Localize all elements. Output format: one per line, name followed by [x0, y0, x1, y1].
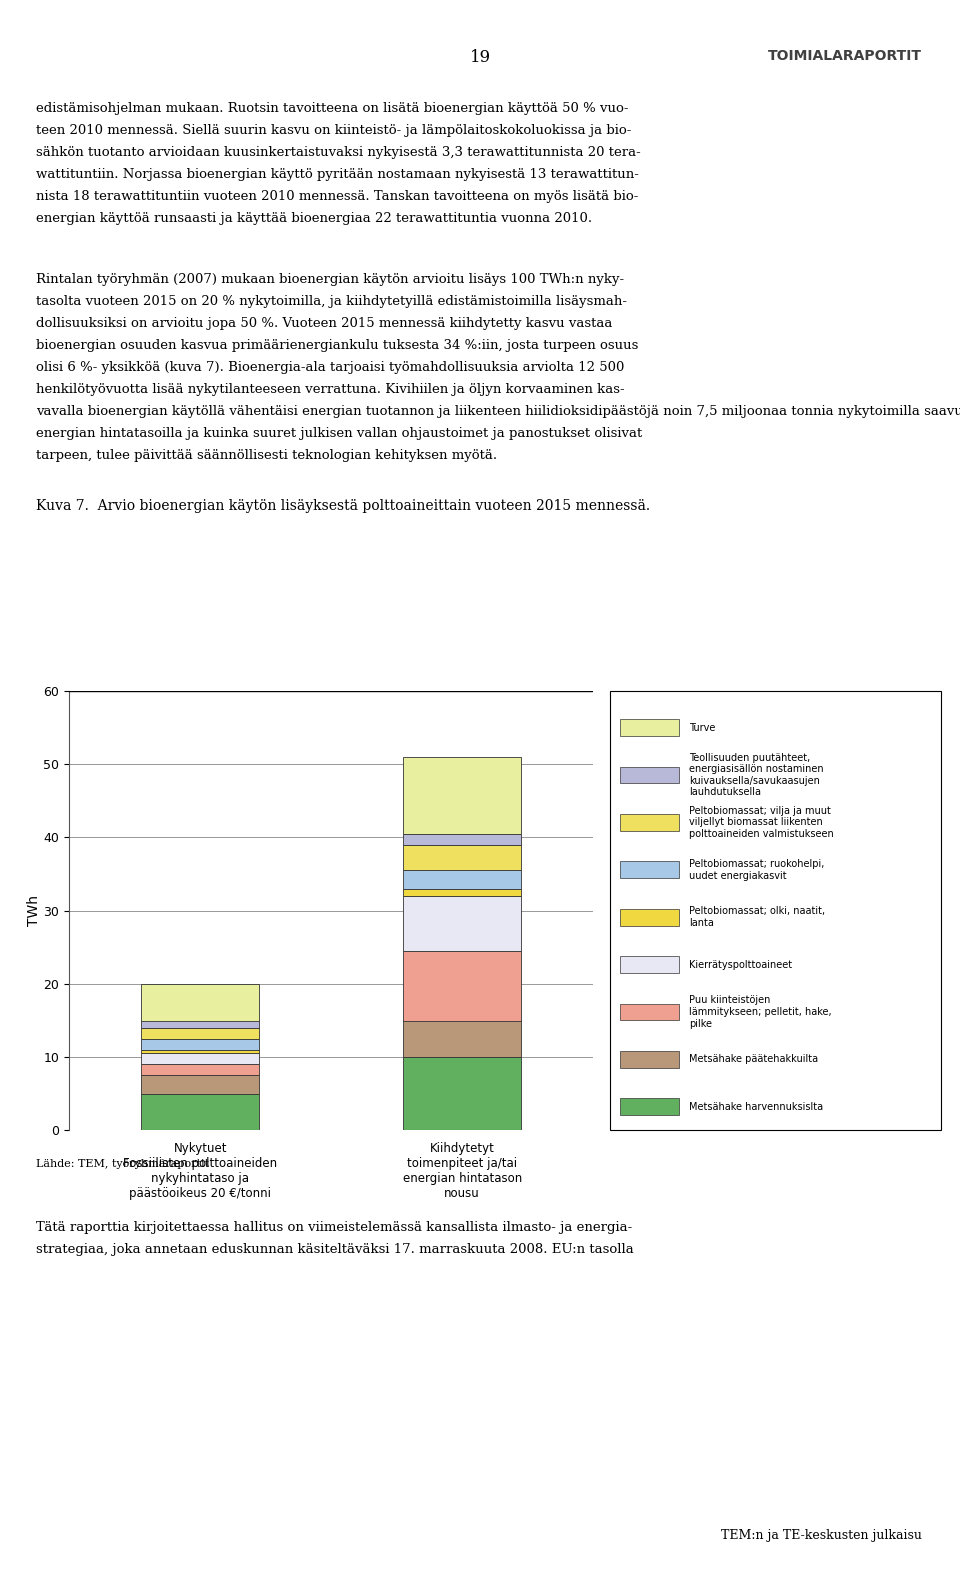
Bar — [403, 757, 521, 834]
Bar — [141, 1028, 259, 1039]
Bar — [141, 1039, 259, 1050]
Bar — [403, 896, 521, 951]
Bar — [619, 719, 679, 736]
Bar — [619, 1099, 679, 1115]
Text: Peltobiomassat; olki, naatit,
lanta: Peltobiomassat; olki, naatit, lanta — [689, 906, 826, 928]
Text: nista 18 terawattituntiin vuoteen 2010 mennessä. Tanskan tavoitteena on myös lis: nista 18 terawattituntiin vuoteen 2010 m… — [36, 190, 638, 203]
Bar — [403, 889, 521, 896]
Text: Kuva 7.  Arvio bioenergian käytön lisäyksestä polttoaineittain vuoteen 2015 menn: Kuva 7. Arvio bioenergian käytön lisäyks… — [36, 499, 651, 513]
Bar — [619, 766, 679, 783]
Bar — [141, 1075, 259, 1094]
Y-axis label: TWh: TWh — [27, 895, 40, 926]
Text: tasolta vuoteen 2015 on 20 % nykytoimilla, ja kiihdytetyillä edistämistoimilla l: tasolta vuoteen 2015 on 20 % nykytoimill… — [36, 295, 628, 308]
Bar — [619, 862, 679, 878]
Bar — [619, 956, 679, 973]
Text: henkilötyövuotta lisää nykytilanteeseen verrattuna. Kivihiilen ja öljyn korvaami: henkilötyövuotta lisää nykytilanteeseen … — [36, 383, 625, 396]
Bar — [403, 834, 521, 845]
Bar — [619, 1003, 679, 1020]
Bar — [141, 1053, 259, 1064]
Bar — [619, 815, 679, 831]
Text: energian käyttöä runsaasti ja käyttää bioenergiaa 22 terawattituntia vuonna 2010: energian käyttöä runsaasti ja käyttää bi… — [36, 212, 592, 225]
Bar — [141, 984, 259, 1020]
Text: olisi 6 %- yksikköä (kuva 7). Bioenergia-ala tarjoaisi työmahdollisuuksia arviol: olisi 6 %- yksikköä (kuva 7). Bioenergia… — [36, 361, 625, 374]
Text: Peltobiomassat; ruokohelpi,
uudet energiakasvit: Peltobiomassat; ruokohelpi, uudet energi… — [689, 859, 825, 881]
Text: Kierrätyspolttoaineet: Kierrätyspolttoaineet — [689, 959, 792, 970]
Text: edistämisohjelman mukaan. Ruotsin tavoitteena on lisätä bioenergian käyttöä 50 %: edistämisohjelman mukaan. Ruotsin tavoit… — [36, 102, 629, 115]
Bar — [141, 1050, 259, 1053]
Text: Metsähake harvennuksislta: Metsähake harvennuksislta — [689, 1102, 824, 1112]
Text: teen 2010 mennessä. Siellä suurin kasvu on kiinteistö- ja lämpölaitoskokoluokiss: teen 2010 mennessä. Siellä suurin kasvu … — [36, 124, 632, 137]
Text: Peltobiomassat; vilja ja muut
viljellyt biomassat liikenten
polttoaineiden valmi: Peltobiomassat; vilja ja muut viljellyt … — [689, 805, 834, 838]
Text: vavalla bioenergian käytöllä vähentäisi energian tuotannon ja liikenteen hiilidi: vavalla bioenergian käytöllä vähentäisi … — [36, 405, 960, 418]
Text: Tätä raporttia kirjoitettaessa hallitus on viimeistelemässä kansallista ilmasto-: Tätä raporttia kirjoitettaessa hallitus … — [36, 1221, 633, 1234]
Text: Teollisuuden puutähteet,
energiasisällön nostaminen
kuivauksella/savukaasujen
la: Teollisuuden puutähteet, energiasisällön… — [689, 752, 824, 798]
Bar — [619, 909, 679, 926]
Bar — [403, 870, 521, 889]
Bar — [403, 845, 521, 870]
Text: 19: 19 — [469, 49, 491, 66]
Text: dollisuuksiksi on arvioitu jopa 50 %. Vuoteen 2015 mennessä kiihdytetty kasvu va: dollisuuksiksi on arvioitu jopa 50 %. Vu… — [36, 317, 612, 330]
Text: wattituntiin. Norjassa bioenergian käyttö pyritään nostamaan nykyisestä 13 teraw: wattituntiin. Norjassa bioenergian käytt… — [36, 168, 639, 181]
Text: Metsähake päätehakkuilta: Metsähake päätehakkuilta — [689, 1055, 818, 1064]
Text: bioenergian osuuden kasvua primäärienergiankulu tuksesta 34 %:iin, josta turpeen: bioenergian osuuden kasvua primäärienerg… — [36, 339, 638, 352]
Text: Turve: Turve — [689, 722, 715, 733]
Text: strategiaa, joka annetaan eduskunnan käsiteltäväksi 17. marraskuuta 2008. EU:n t: strategiaa, joka annetaan eduskunnan käs… — [36, 1243, 635, 1256]
Text: Puu kiinteistöjen
lämmitykseen; pelletit, hake,
pilke: Puu kiinteistöjen lämmitykseen; pelletit… — [689, 995, 831, 1028]
Bar — [619, 1050, 679, 1068]
Text: TEM:n ja TE-keskusten julkaisu: TEM:n ja TE-keskusten julkaisu — [721, 1529, 922, 1542]
Text: Lähde: TEM, työryhmäraportit: Lähde: TEM, työryhmäraportit — [36, 1159, 209, 1168]
Bar — [141, 1020, 259, 1028]
Text: energian hintatasoilla ja kuinka suuret julkisen vallan ohjaustoimet ja panostuk: energian hintatasoilla ja kuinka suuret … — [36, 427, 643, 440]
Text: sähkön tuotanto arvioidaan kuusinkertaistuvaksi nykyisestä 3,3 terawattitunnista: sähkön tuotanto arvioidaan kuusinkertais… — [36, 146, 641, 159]
Text: TOIMIALARAPORTIT: TOIMIALARAPORTIT — [768, 49, 922, 63]
Bar — [141, 1094, 259, 1130]
Text: tarpeen, tulee päivittää säännöllisesti teknologian kehityksen myötä.: tarpeen, tulee päivittää säännöllisesti … — [36, 449, 497, 462]
Bar — [403, 1057, 521, 1130]
Text: Rintalan työryhmän (2007) mukaan bioenergian käytön arvioitu lisäys 100 TWh:n ny: Rintalan työryhmän (2007) mukaan bioener… — [36, 273, 625, 286]
Bar — [141, 1064, 259, 1075]
Bar — [403, 951, 521, 1020]
Bar — [403, 1020, 521, 1057]
